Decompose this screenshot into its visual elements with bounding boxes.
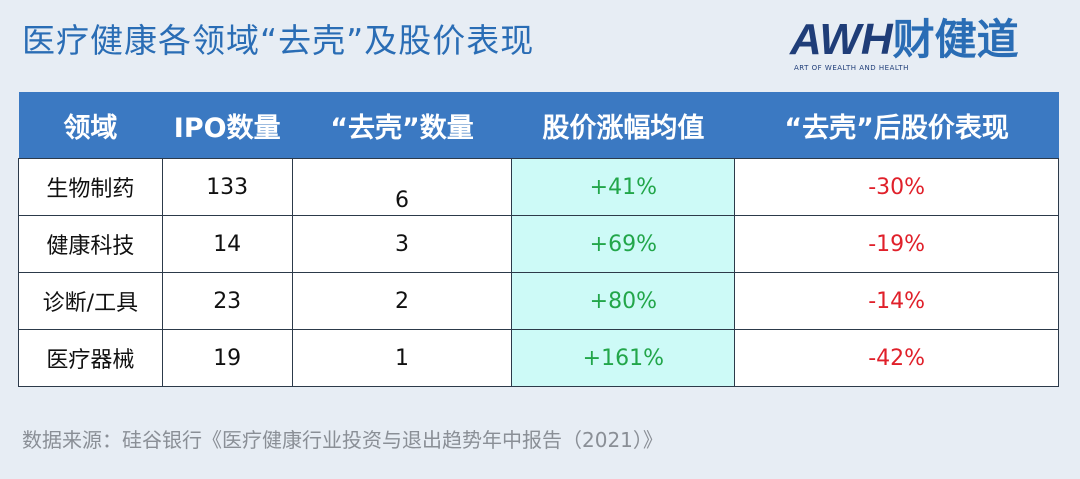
cell: 133 bbox=[161, 158, 293, 216]
cell: 6 bbox=[291, 158, 513, 216]
cell: -14% bbox=[734, 272, 1059, 330]
cell: 3 bbox=[291, 215, 513, 273]
cell: 健康科技 bbox=[18, 215, 163, 273]
column-header: “去壳”数量 bbox=[292, 92, 512, 159]
cell: 14 bbox=[161, 215, 293, 273]
logo-mark: AWH bbox=[790, 15, 893, 64]
cell: -42% bbox=[734, 329, 1059, 387]
table-row: 生物制药 133 6 +41% -30% bbox=[18, 158, 1059, 216]
logo: AWH财健道 ART OF WEALTH AND HEALTH bbox=[790, 6, 1050, 72]
logo-tagline: ART OF WEALTH AND HEALTH bbox=[794, 64, 909, 72]
table: 领域 IPO数量 “去壳”数量 股价涨幅均值 “去壳”后股价表现 生物制药 133 6 +41… bbox=[18, 92, 1059, 387]
cell: 诊断/工具 bbox=[18, 272, 163, 330]
cell: 1 bbox=[291, 329, 513, 387]
column-header: 领域 bbox=[18, 92, 163, 159]
column-header: IPO数量 bbox=[162, 92, 293, 159]
cell: +80% bbox=[511, 272, 736, 330]
header-row: 领域 IPO数量 “去壳”数量 股价涨幅均值 “去壳”后股价表现 bbox=[18, 92, 1059, 159]
cell: +41% bbox=[511, 158, 736, 216]
table-row: 诊断/工具 23 2 +80% -14% bbox=[18, 272, 1059, 330]
column-header: “去壳”后股价表现 bbox=[734, 92, 1059, 159]
cell: +161% bbox=[511, 329, 736, 387]
table-body: 生物制药 133 6 +41% -30% 健康科技 14 3 +69% -19% 诊断/工具 23 2 +… bbox=[18, 158, 1059, 387]
table-row: 医疗器械 19 1 +161% -42% bbox=[18, 329, 1059, 387]
table-row: 健康科技 14 3 +69% -19% bbox=[18, 215, 1059, 273]
cell: 19 bbox=[161, 329, 293, 387]
column-header: 股价涨幅均值 bbox=[511, 92, 735, 159]
cell: +69% bbox=[511, 215, 736, 273]
cell: 2 bbox=[291, 272, 513, 330]
logo-name: 财健道 bbox=[892, 15, 1019, 64]
cell: -30% bbox=[734, 158, 1059, 216]
cell: 23 bbox=[161, 272, 293, 330]
cell: 医疗器械 bbox=[18, 329, 163, 387]
source: 数据来源：硅谷银行《医疗健康行业投资与退出趋势年中报告（2021）》 bbox=[22, 428, 663, 452]
cell: 生物制药 bbox=[18, 158, 163, 216]
cell: -19% bbox=[734, 215, 1059, 273]
title: 医疗健康各领域“去壳”及股价表现 bbox=[22, 21, 535, 60]
